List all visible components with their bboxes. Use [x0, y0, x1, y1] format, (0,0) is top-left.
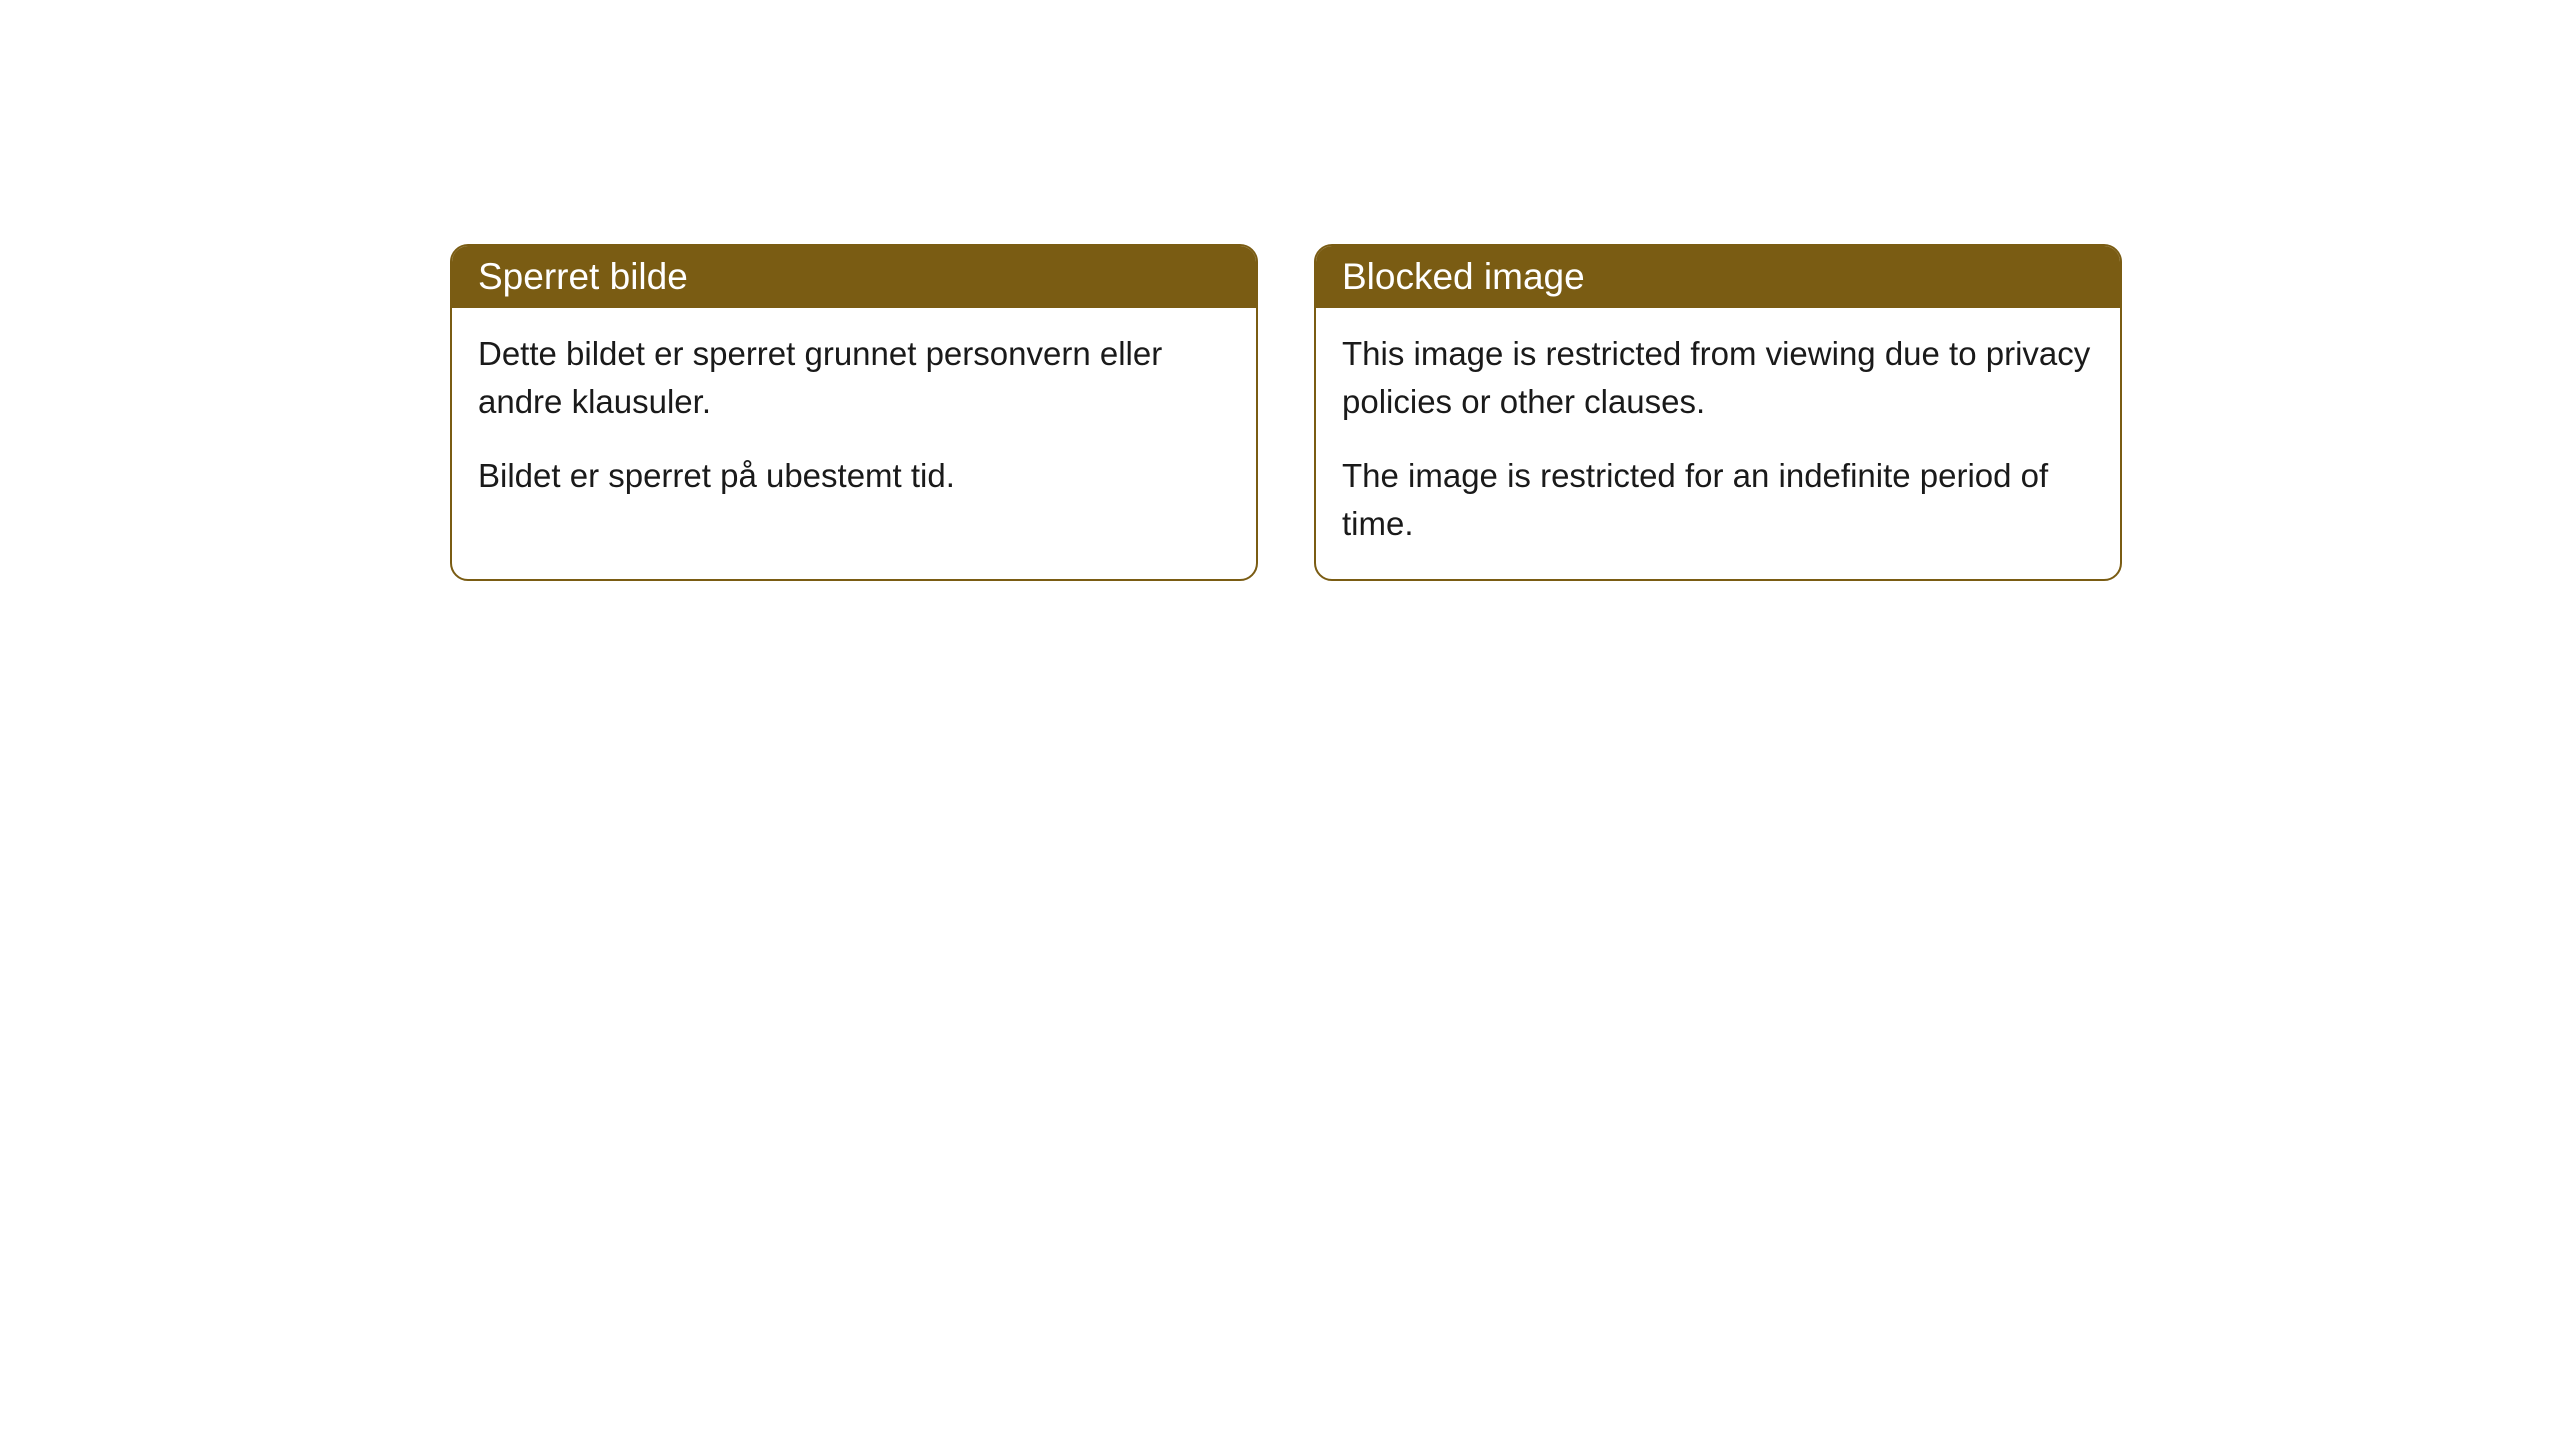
notice-container: Sperret bilde Dette bildet er sperret gr… — [450, 244, 2122, 581]
notice-header-no: Sperret bilde — [452, 246, 1256, 308]
notice-body-no: Dette bildet er sperret grunnet personve… — [452, 308, 1256, 532]
notice-paragraph-en-1: This image is restricted from viewing du… — [1342, 330, 2094, 426]
notice-body-en: This image is restricted from viewing du… — [1316, 308, 2120, 579]
notice-title-en: Blocked image — [1342, 256, 1585, 297]
notice-header-en: Blocked image — [1316, 246, 2120, 308]
notice-paragraph-no-2: Bildet er sperret på ubestemt tid. — [478, 452, 1230, 500]
notice-card-english: Blocked image This image is restricted f… — [1314, 244, 2122, 581]
notice-paragraph-no-1: Dette bildet er sperret grunnet personve… — [478, 330, 1230, 426]
notice-card-norwegian: Sperret bilde Dette bildet er sperret gr… — [450, 244, 1258, 581]
notice-title-no: Sperret bilde — [478, 256, 688, 297]
notice-paragraph-en-2: The image is restricted for an indefinit… — [1342, 452, 2094, 548]
